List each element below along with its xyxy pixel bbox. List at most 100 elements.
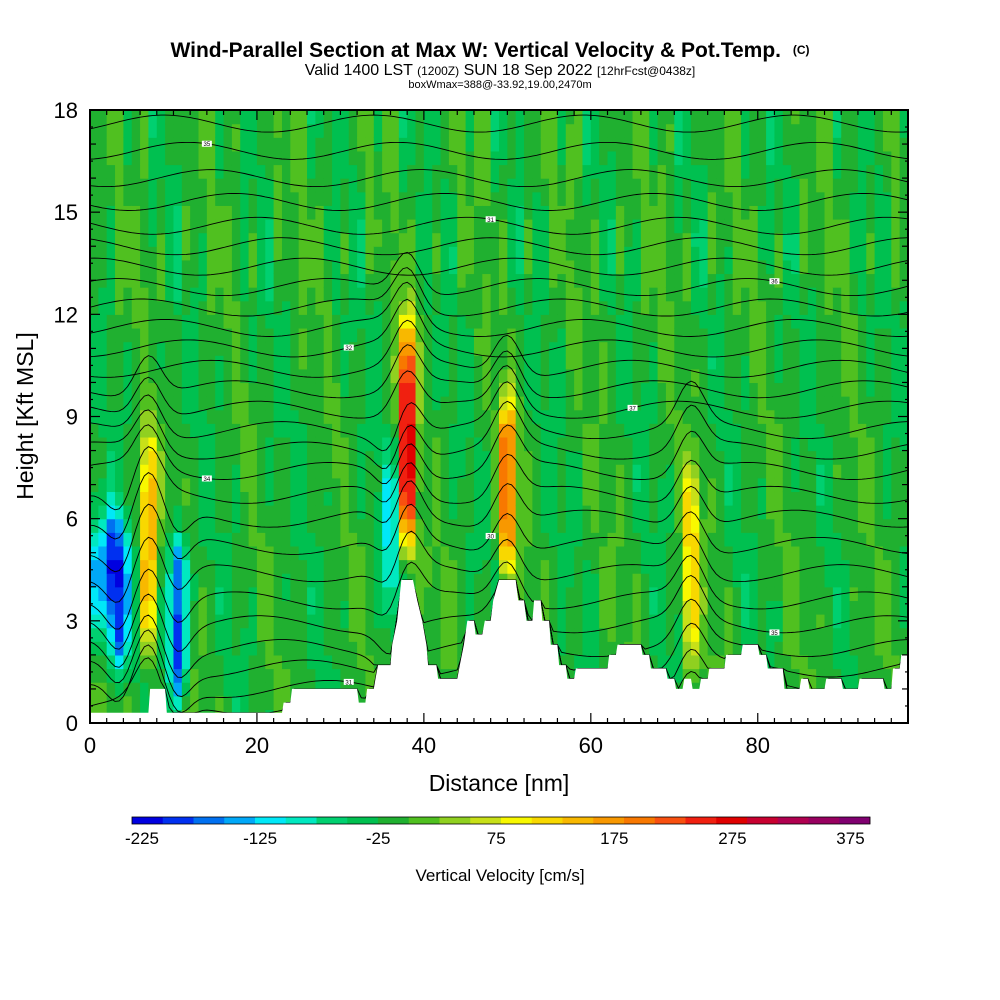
velocity-cell: [248, 246, 258, 261]
velocity-cell: [457, 150, 467, 166]
velocity-cell: [799, 191, 809, 206]
colorbar-swatch: [562, 817, 594, 824]
velocity-cell: [824, 218, 834, 234]
velocity-cell: [482, 314, 492, 329]
velocity-cell: [590, 423, 600, 438]
velocity-cell: [323, 559, 333, 574]
velocity-cell: [432, 300, 442, 315]
velocity-cell: [165, 178, 175, 193]
velocity-cell: [190, 355, 200, 370]
velocity-cell: [866, 654, 876, 670]
velocity-cell: [524, 505, 533, 520]
velocity-cell: [206, 423, 216, 438]
velocity-cell: [757, 123, 767, 138]
velocity-cell: [231, 287, 241, 302]
velocity-cell: [757, 505, 767, 520]
velocity-cell: [415, 545, 425, 561]
velocity-cell: [465, 355, 475, 370]
velocity-cell: [106, 654, 116, 670]
velocity-cell: [799, 654, 809, 670]
velocity-cell: [507, 368, 517, 384]
velocity-cell: [223, 409, 233, 424]
velocity-cell: [265, 559, 275, 574]
velocity-cell: [365, 327, 375, 343]
velocity-cell: [165, 491, 175, 506]
velocity-cell: [524, 559, 533, 574]
velocity-cell: [741, 586, 751, 601]
velocity-cell: [599, 314, 609, 329]
velocity-cell: [816, 327, 826, 343]
velocity-cell: [323, 505, 333, 520]
velocity-cell: [240, 423, 250, 438]
velocity-cell: [682, 164, 692, 179]
velocity-cell: [866, 627, 876, 642]
velocity-cell: [457, 110, 467, 125]
velocity-cell: [223, 300, 233, 315]
velocity-cell: [348, 205, 358, 220]
velocity-cell: [165, 518, 175, 533]
velocity-cell: [599, 246, 609, 261]
velocity-cell: [373, 300, 383, 315]
velocity-cell: [490, 178, 500, 193]
velocity-cell: [123, 614, 133, 629]
velocity-cell: [256, 477, 266, 493]
velocity-cell: [256, 218, 266, 234]
velocity-cell: [690, 559, 700, 574]
velocity-cell: [515, 505, 525, 520]
velocity-cell: [857, 464, 867, 479]
velocity-cell: [423, 150, 433, 166]
velocity-cell: [281, 654, 291, 670]
velocity-cell: [482, 491, 492, 506]
velocity-cell: [599, 368, 609, 384]
velocity-cell: [582, 246, 592, 261]
velocity-cell: [716, 409, 725, 424]
velocity-cell: [273, 314, 283, 329]
velocity-cell: [849, 464, 859, 479]
velocity-cell: [549, 614, 559, 629]
velocity-cell: [123, 246, 133, 261]
velocity-cell: [891, 600, 901, 615]
velocity-cell: [582, 559, 592, 574]
velocity-cell: [181, 218, 191, 234]
velocity-cell: [407, 368, 417, 384]
velocity-cell: [499, 123, 508, 138]
velocity-cell: [440, 477, 450, 493]
velocity-cell: [440, 110, 450, 125]
velocity-cell: [106, 668, 116, 683]
velocity-cell: [123, 123, 133, 138]
velocity-cell: [590, 532, 600, 547]
velocity-cell: [298, 518, 308, 533]
velocity-cell: [649, 191, 659, 206]
velocity-cell: [615, 191, 625, 206]
velocity-cell: [423, 178, 433, 193]
velocity-cell: [323, 464, 333, 479]
velocity-cell: [574, 218, 584, 234]
velocity-cell: [140, 150, 150, 166]
velocity-cell: [315, 518, 325, 533]
velocity-cell: [123, 545, 133, 561]
velocity-cell: [231, 464, 241, 479]
velocity-cell: [766, 259, 776, 275]
velocity-cell: [390, 436, 400, 452]
velocity-cell: [882, 259, 892, 275]
velocity-cell: [440, 654, 450, 670]
velocity-cell: [632, 477, 642, 493]
velocity-cell: [757, 246, 767, 261]
velocity-cell: [741, 300, 751, 315]
velocity-cell: [774, 300, 784, 315]
velocity-cell: [515, 436, 525, 452]
velocity-cell: [724, 409, 734, 424]
velocity-cell: [365, 218, 375, 234]
velocity-cell: [816, 137, 826, 152]
velocity-cell: [882, 532, 892, 547]
velocity-cell: [98, 600, 108, 615]
colorbar-swatch: [777, 817, 809, 824]
velocity-cell: [240, 232, 250, 247]
velocity-cell: [307, 110, 316, 125]
isentrope-label: 35: [769, 629, 780, 637]
velocity-cell: [115, 423, 124, 438]
velocity-cell: [98, 178, 108, 193]
velocity-cell: [248, 668, 258, 683]
x-tick-label: 0: [84, 733, 96, 758]
velocity-cell: [398, 205, 408, 220]
